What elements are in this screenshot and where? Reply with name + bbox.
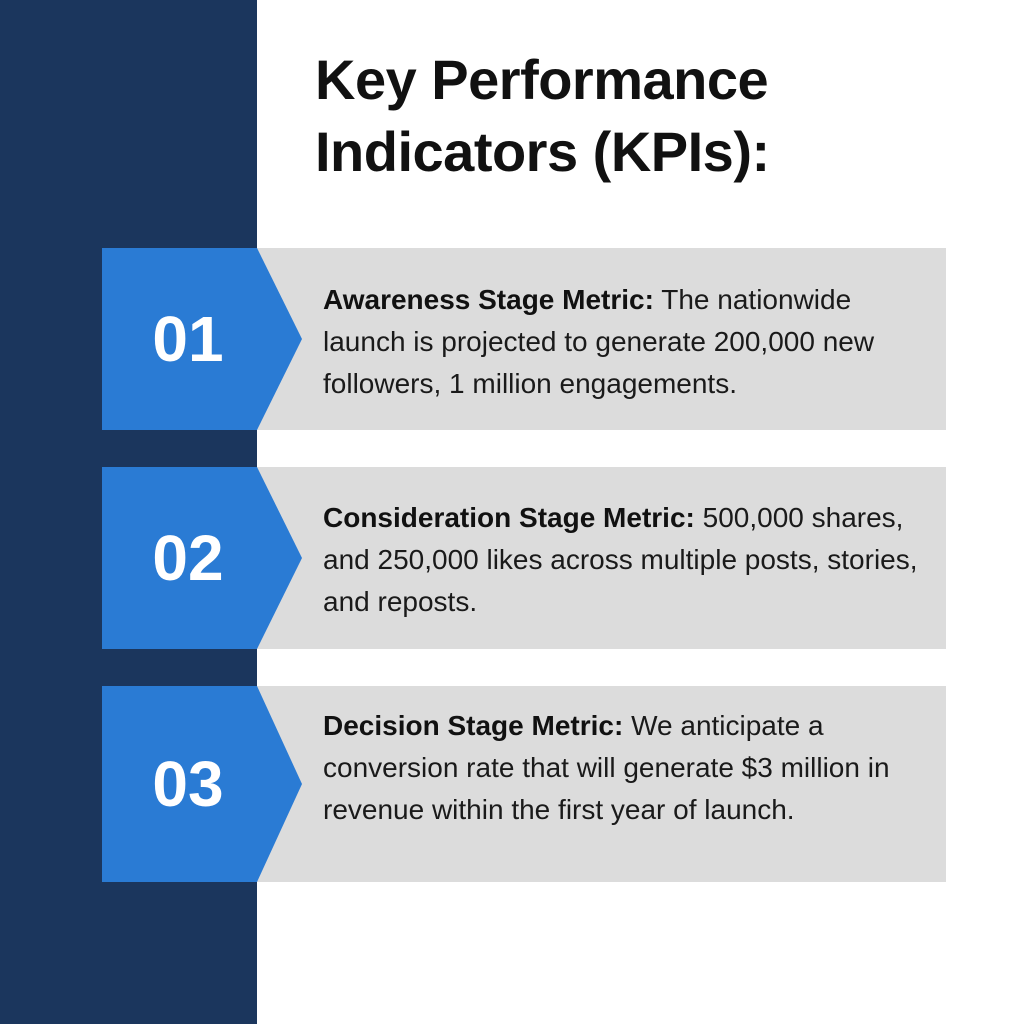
item-number: 03 (152, 748, 224, 820)
number-arrow (102, 467, 302, 649)
item-label: Awareness Stage Metric: (323, 284, 654, 315)
title-line: Indicators (KPIs): (315, 120, 770, 183)
item-description: 500,000 shares, and 250,000 likes across… (323, 502, 918, 617)
number-arrow (102, 248, 302, 430)
title-line: Key Performance (315, 48, 769, 111)
item-number: 02 (152, 522, 224, 594)
item-text: Consideration Stage Metric: 500,000 shar… (323, 497, 923, 623)
title: Key Performance Indicators (KPIs): (315, 44, 770, 188)
item-text: Decision Stage Metric: We anticipate a c… (323, 705, 923, 831)
item-description: We anticipate a conversion rate that wil… (323, 710, 890, 825)
item-label: Consideration Stage Metric: (323, 502, 695, 533)
item-description: The nationwide launch is projected to ge… (323, 284, 875, 399)
number-arrow (102, 686, 302, 882)
item-number: 01 (152, 303, 224, 375)
row-panel (257, 686, 946, 882)
item-text: Awareness Stage Metric: The nationwide l… (323, 279, 923, 405)
row-panel (257, 467, 946, 649)
row-panel (257, 248, 946, 430)
item-label: Decision Stage Metric: (323, 710, 624, 741)
